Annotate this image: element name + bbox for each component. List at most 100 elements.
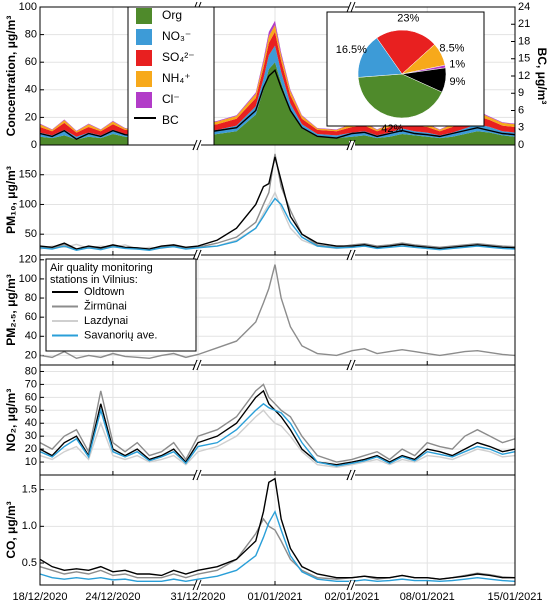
axis-break	[350, 1, 356, 13]
y-axis-label: NO₂, μg/m³	[4, 389, 18, 452]
y-tick-label: 100	[19, 1, 37, 13]
legend-swatch	[136, 92, 152, 108]
y-tick-label: 80	[25, 29, 37, 41]
y-tick-label: 60	[25, 56, 37, 68]
axis-break-gap	[349, 361, 355, 369]
axis-break	[350, 579, 356, 591]
pie-slice	[357, 37, 403, 78]
y2-tick-label: 6	[518, 104, 524, 116]
y2-tick-label: 9	[518, 87, 524, 99]
axis-break	[350, 139, 356, 151]
axis-break	[196, 359, 202, 371]
pie-label: 16.5%	[336, 44, 367, 56]
axis-break	[346, 359, 352, 371]
axis-break	[346, 579, 352, 591]
legend-title: Air quality monitoring	[50, 262, 153, 274]
axis-break-gap	[195, 471, 201, 479]
axis-break	[196, 139, 202, 151]
y-axis-label: Concentration, μg/m³	[4, 16, 18, 137]
y-tick-label: 100	[19, 273, 37, 285]
y2-tick-label: 12	[518, 70, 530, 82]
y-axis-label: PM₁₀, μg/m³	[4, 166, 18, 234]
y-tick-label: 50	[25, 228, 37, 240]
y-tick-label: 0.5	[22, 557, 37, 569]
y-tick-label: 150	[19, 169, 37, 181]
y2-tick-label: 18	[518, 35, 530, 47]
axis-break	[196, 249, 202, 261]
line	[39, 389, 516, 466]
axis-break	[196, 579, 202, 591]
legend-swatch	[136, 71, 152, 87]
y2-tick-label: 15	[518, 53, 530, 65]
x-tick-label: 18/12/2020	[12, 591, 67, 603]
line	[39, 517, 516, 580]
y-tick-label: 40	[25, 417, 37, 429]
legend-label: Oldtown	[84, 286, 124, 298]
x-tick-label: 15/01/2021	[487, 591, 542, 603]
axis-break	[192, 469, 198, 481]
y-tick-label: 60	[25, 311, 37, 323]
axis-break-gap	[349, 471, 355, 479]
y-tick-label: 30	[25, 430, 37, 442]
axis-break	[196, 469, 202, 481]
legend-label: Žirmūnai	[84, 299, 127, 312]
line	[39, 409, 516, 468]
axis-break	[346, 249, 352, 261]
line	[39, 156, 516, 250]
legend-label: Org	[162, 8, 182, 22]
pie-label: 8.5%	[439, 43, 464, 55]
line	[39, 69, 516, 141]
axis-break-gap	[195, 251, 201, 259]
y-tick-label: 40	[25, 330, 37, 342]
y-tick-label: 20	[25, 349, 37, 361]
legend-label: Cl⁻	[162, 92, 180, 106]
legend-label: BC	[162, 113, 179, 127]
x-tick-label: 24/12/2020	[85, 591, 140, 603]
axis-break	[192, 249, 198, 261]
axis-break	[350, 249, 356, 261]
legend-swatch	[136, 8, 152, 24]
y2-tick-label: 21	[518, 18, 530, 30]
axis-break	[346, 1, 352, 13]
pie-label: 23%	[397, 12, 419, 24]
pie-label: 42%	[381, 123, 403, 135]
y2-tick-label: 3	[518, 122, 524, 134]
y-tick-label: 120	[19, 254, 37, 266]
y-tick-label: 20	[25, 111, 37, 123]
line	[39, 509, 516, 583]
axis-break	[192, 359, 198, 371]
y-tick-label: 70	[25, 378, 37, 390]
axis-break	[192, 579, 198, 591]
legend-title: stations in Vilnius:	[50, 274, 138, 286]
pie-label: 9%	[449, 76, 465, 88]
line	[39, 383, 516, 463]
axis-break-gap	[349, 141, 355, 149]
x-tick-label: 31/12/2020	[170, 591, 225, 603]
x-tick-label: 02/01/2021	[324, 591, 379, 603]
pie-label: 1%	[449, 58, 465, 70]
axis-break	[350, 359, 356, 371]
y-tick-label: 1.5	[22, 484, 37, 496]
y-tick-label: 80	[25, 365, 37, 377]
legend-label: NH₄⁺	[162, 71, 191, 85]
axis-break-gap	[349, 3, 355, 11]
legend-label: SO₄²⁻	[162, 50, 195, 64]
y-axis-label: PM₂.₅, μg/m³	[4, 274, 18, 346]
x-tick-label: 08/01/2021	[400, 591, 455, 603]
y-tick-label: 100	[19, 198, 37, 210]
line	[39, 402, 516, 467]
legend-label: Savanorių ave.	[84, 329, 157, 341]
axis-break	[346, 469, 352, 481]
line	[39, 264, 516, 360]
plot-frame	[39, 364, 516, 476]
y-tick-label: 50	[25, 404, 37, 416]
y-tick-label: 20	[25, 443, 37, 455]
y2-axis-label: BC, μg/m³	[535, 48, 549, 105]
axis-break-gap	[195, 361, 201, 369]
pie-slice	[357, 73, 443, 119]
axis-break-gap	[195, 141, 201, 149]
line	[39, 197, 516, 251]
legend-swatch	[136, 50, 152, 66]
y2-tick-label: 24	[518, 1, 530, 13]
